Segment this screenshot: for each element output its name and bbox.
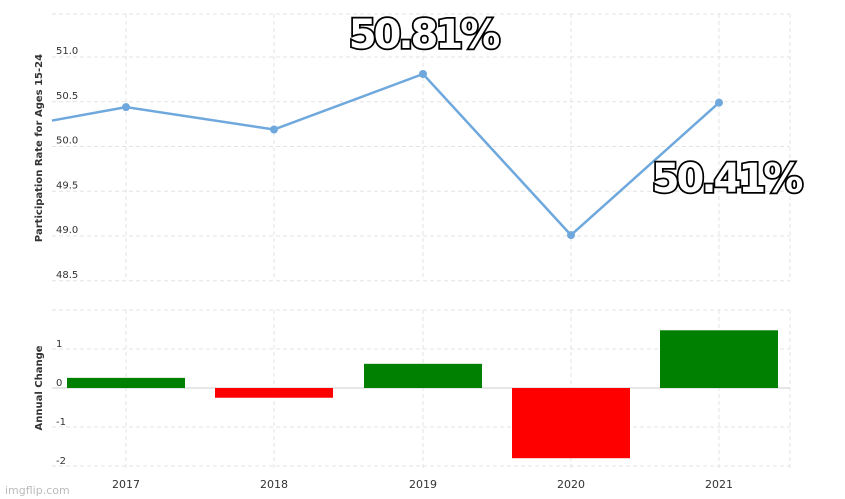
line-y-tick-label: 50.5 bbox=[56, 91, 78, 102]
line-y-tick-label: 49.0 bbox=[56, 225, 78, 236]
x-tick-label: 2017 bbox=[112, 478, 140, 491]
watermark-text: imgflip.com bbox=[5, 484, 70, 497]
line-layer bbox=[51, 70, 723, 240]
annotation-2021-value: 50.41% bbox=[652, 156, 803, 202]
participation-rate-point-2017 bbox=[122, 103, 130, 112]
grid-layer bbox=[52, 13, 791, 468]
participation-rate-point-2020 bbox=[567, 231, 575, 240]
x-tick-label: 2020 bbox=[557, 478, 585, 491]
participation-rate-series-line bbox=[51, 72, 720, 237]
bar-layer bbox=[67, 330, 778, 459]
bar-y-tick-label: 0 bbox=[56, 378, 62, 389]
line-y-tick-label: 48.5 bbox=[56, 270, 78, 281]
bar-y-tick-label: -1 bbox=[56, 417, 66, 428]
annual-change-bar-2018 bbox=[215, 388, 333, 398]
line-y-tick-label: 49.5 bbox=[56, 180, 78, 191]
x-tick-label: 2018 bbox=[260, 478, 288, 491]
participation-rate-point-2018 bbox=[270, 125, 278, 134]
x-tick-label: 2021 bbox=[705, 478, 733, 491]
annual-change-bar-2019 bbox=[364, 363, 482, 388]
annotation-2019-value: 50.81% bbox=[349, 12, 500, 58]
annual-change-bar-2020 bbox=[512, 388, 630, 459]
bar-y-axis-label: Annual Change bbox=[34, 345, 45, 430]
annual-change-bar-2021 bbox=[660, 330, 778, 388]
axis-layer: Participation Rate for Ages 15-24 Annual… bbox=[34, 46, 733, 491]
participation-rate-point-2021 bbox=[715, 98, 723, 107]
annual-change-bar-2017 bbox=[67, 377, 185, 388]
annotation-layer: 50.81% 50.41% bbox=[347, 10, 807, 204]
bar-y-tick-label: 1 bbox=[56, 339, 62, 350]
participation-rate-point-2019 bbox=[419, 70, 427, 79]
x-tick-label: 2019 bbox=[409, 478, 437, 491]
line-y-tick-label: 51.0 bbox=[56, 46, 78, 57]
bar-y-tick-label: -2 bbox=[56, 456, 66, 467]
line-y-tick-label: 50.0 bbox=[56, 136, 78, 147]
line-y-axis-label: Participation Rate for Ages 15-24 bbox=[34, 54, 45, 242]
